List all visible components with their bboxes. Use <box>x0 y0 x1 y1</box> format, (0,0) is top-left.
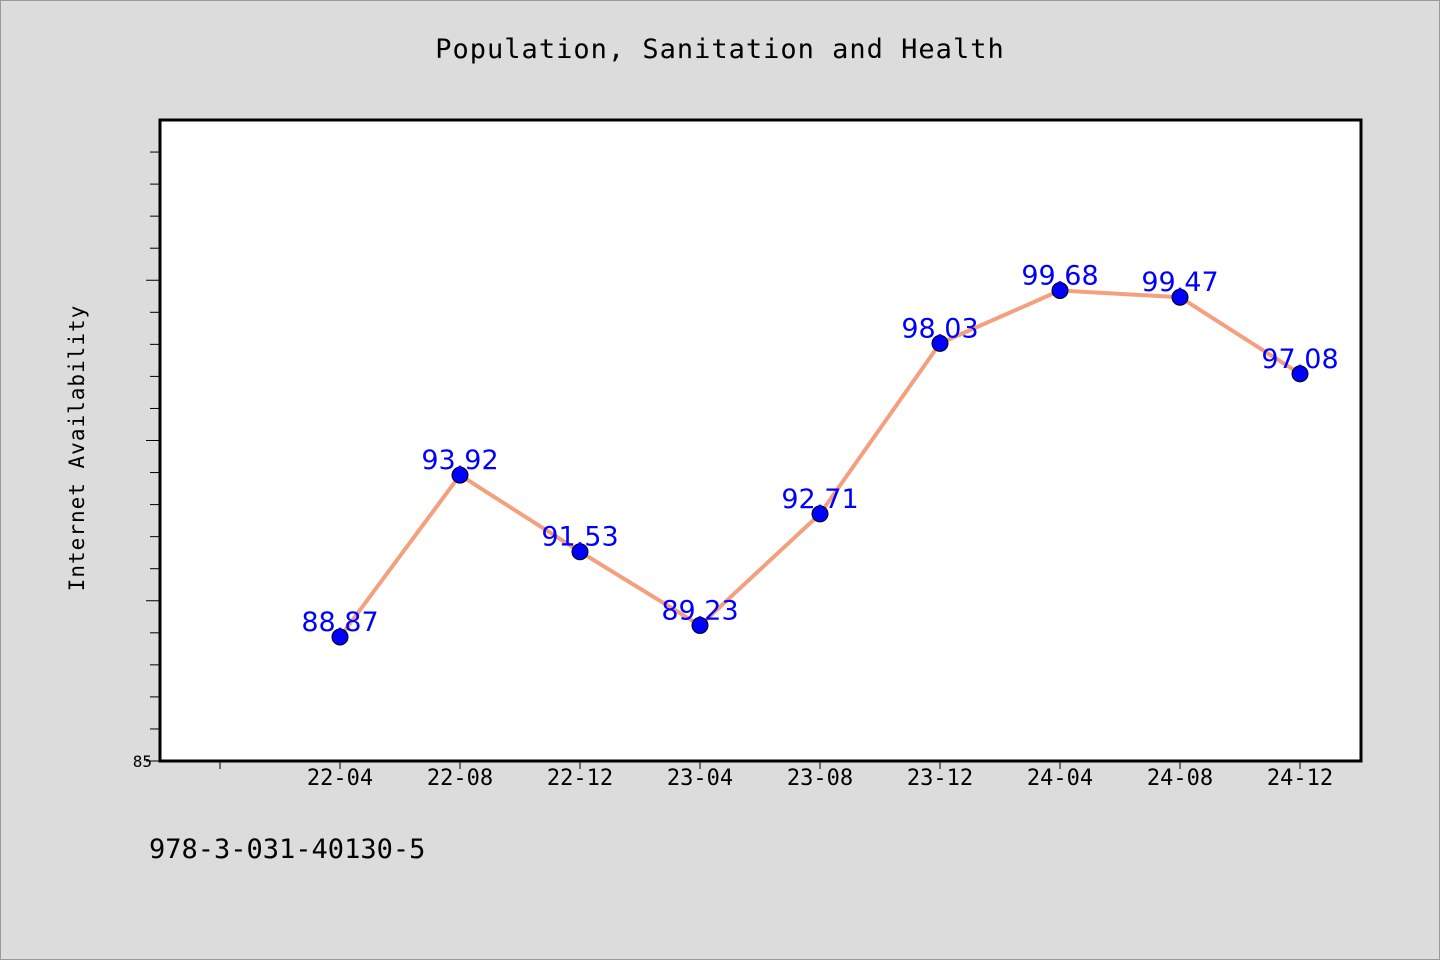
x-tick-label: 23-08 <box>787 766 853 791</box>
x-tick-label: 23-04 <box>667 766 733 791</box>
x-tick-label: 22-08 <box>427 766 493 791</box>
data-label: 93.92 <box>421 445 498 476</box>
data-label: 99.68 <box>1021 261 1098 292</box>
data-label: 89.23 <box>661 595 738 626</box>
data-point <box>691 616 709 634</box>
data-point <box>1171 288 1189 306</box>
x-tick-label: 24-08 <box>1147 766 1213 791</box>
series-layer: 88.87 93.92 91.53 89.23 92.71 98.03 99.68 99.47… <box>301 261 1339 646</box>
data-point <box>571 543 589 561</box>
data-point <box>931 334 949 352</box>
x-axis-ticks: 22-04 22-08 22-12 23-04 23-08 23-12 24-04 24-08… <box>219 761 1333 791</box>
x-tick-label: 22-12 <box>547 766 613 791</box>
data-point <box>811 505 829 523</box>
data-label: 92.71 <box>781 484 858 515</box>
data-point <box>331 628 349 646</box>
x-tick-label: 24-12 <box>1267 766 1333 791</box>
plot-area <box>158 118 1363 763</box>
chart-title: Population, Sanitation and Health <box>435 34 1005 65</box>
data-label: 97.08 <box>1261 344 1338 375</box>
data-point <box>451 466 469 484</box>
data-point <box>1291 365 1309 383</box>
x-tick-label: 23-12 <box>907 766 973 791</box>
data-label: 98.03 <box>901 313 978 344</box>
data-label: 91.53 <box>541 522 618 553</box>
y-axis-ticks: 85 <box>133 151 160 771</box>
data-label: 88.87 <box>301 607 378 638</box>
x-tick-label: 22-04 <box>307 766 373 791</box>
x-tick-label: 24-04 <box>1027 766 1093 791</box>
data-label: 99.47 <box>1141 267 1218 298</box>
footer-code: 978-3-031-40130-5 <box>149 834 426 865</box>
data-point <box>1051 282 1069 300</box>
y-tick-label: 85 <box>133 752 152 771</box>
